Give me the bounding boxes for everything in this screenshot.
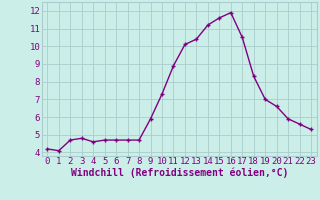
X-axis label: Windchill (Refroidissement éolien,°C): Windchill (Refroidissement éolien,°C)	[70, 168, 288, 178]
